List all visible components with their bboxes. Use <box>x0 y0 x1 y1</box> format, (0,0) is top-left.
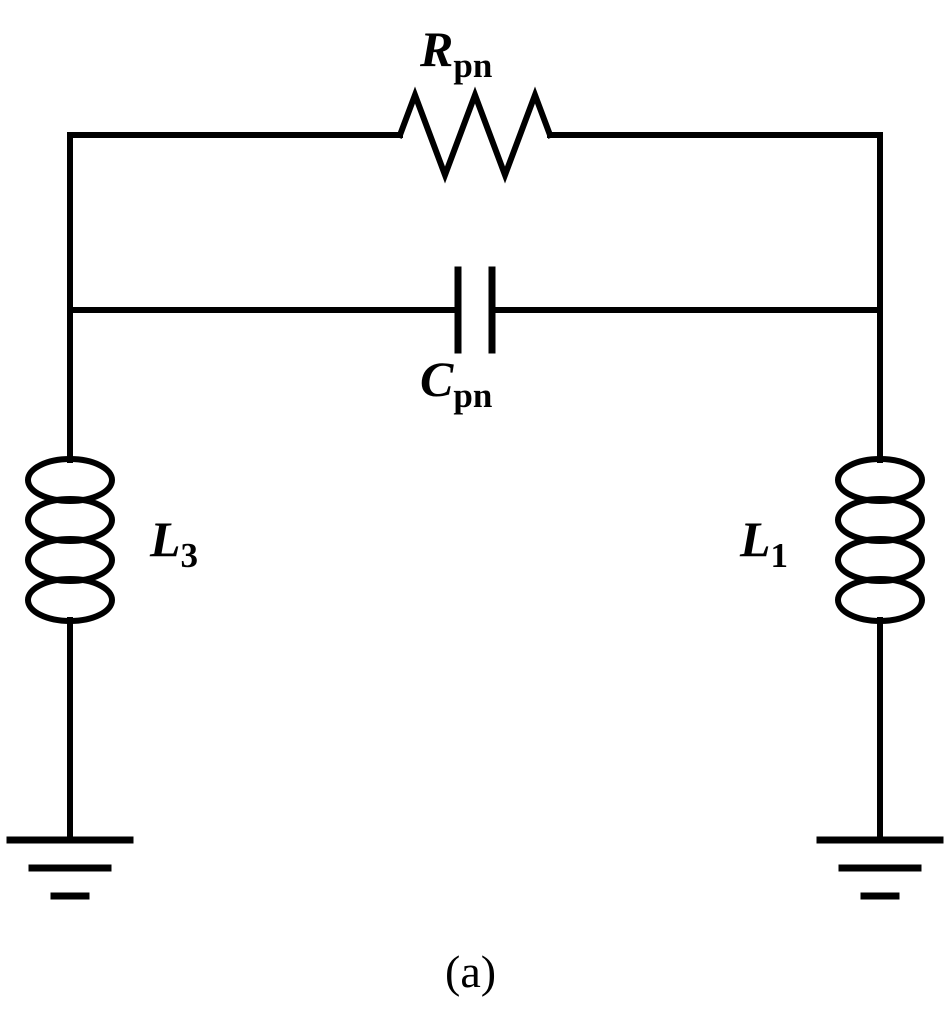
label-l3-main: L <box>150 511 181 567</box>
circuit-svg <box>0 0 947 1022</box>
figure-label: (a) <box>445 945 496 998</box>
label-l3-sub: 3 <box>181 536 199 575</box>
label-l3: L3 <box>150 510 198 576</box>
ground-right <box>820 840 940 896</box>
wire-group <box>10 95 940 896</box>
label-rpn-sub: pn <box>453 46 492 85</box>
label-l1: L1 <box>740 510 788 576</box>
inductor-l1 <box>838 459 922 621</box>
label-rpn: Rpn <box>420 20 492 86</box>
label-cpn-sub: pn <box>453 376 492 415</box>
inductor-l3 <box>28 459 112 621</box>
label-rpn-main: R <box>420 21 453 77</box>
label-cpn-main: C <box>420 351 453 407</box>
label-l1-sub: 1 <box>771 536 789 575</box>
ground-left <box>10 840 130 896</box>
figure-label-text: (a) <box>445 946 496 997</box>
label-l1-main: L <box>740 511 771 567</box>
label-cpn: Cpn <box>420 350 492 416</box>
resistor-rpn <box>400 95 550 175</box>
circuit-diagram: Rpn Cpn L3 L1 (a) <box>0 0 947 1022</box>
